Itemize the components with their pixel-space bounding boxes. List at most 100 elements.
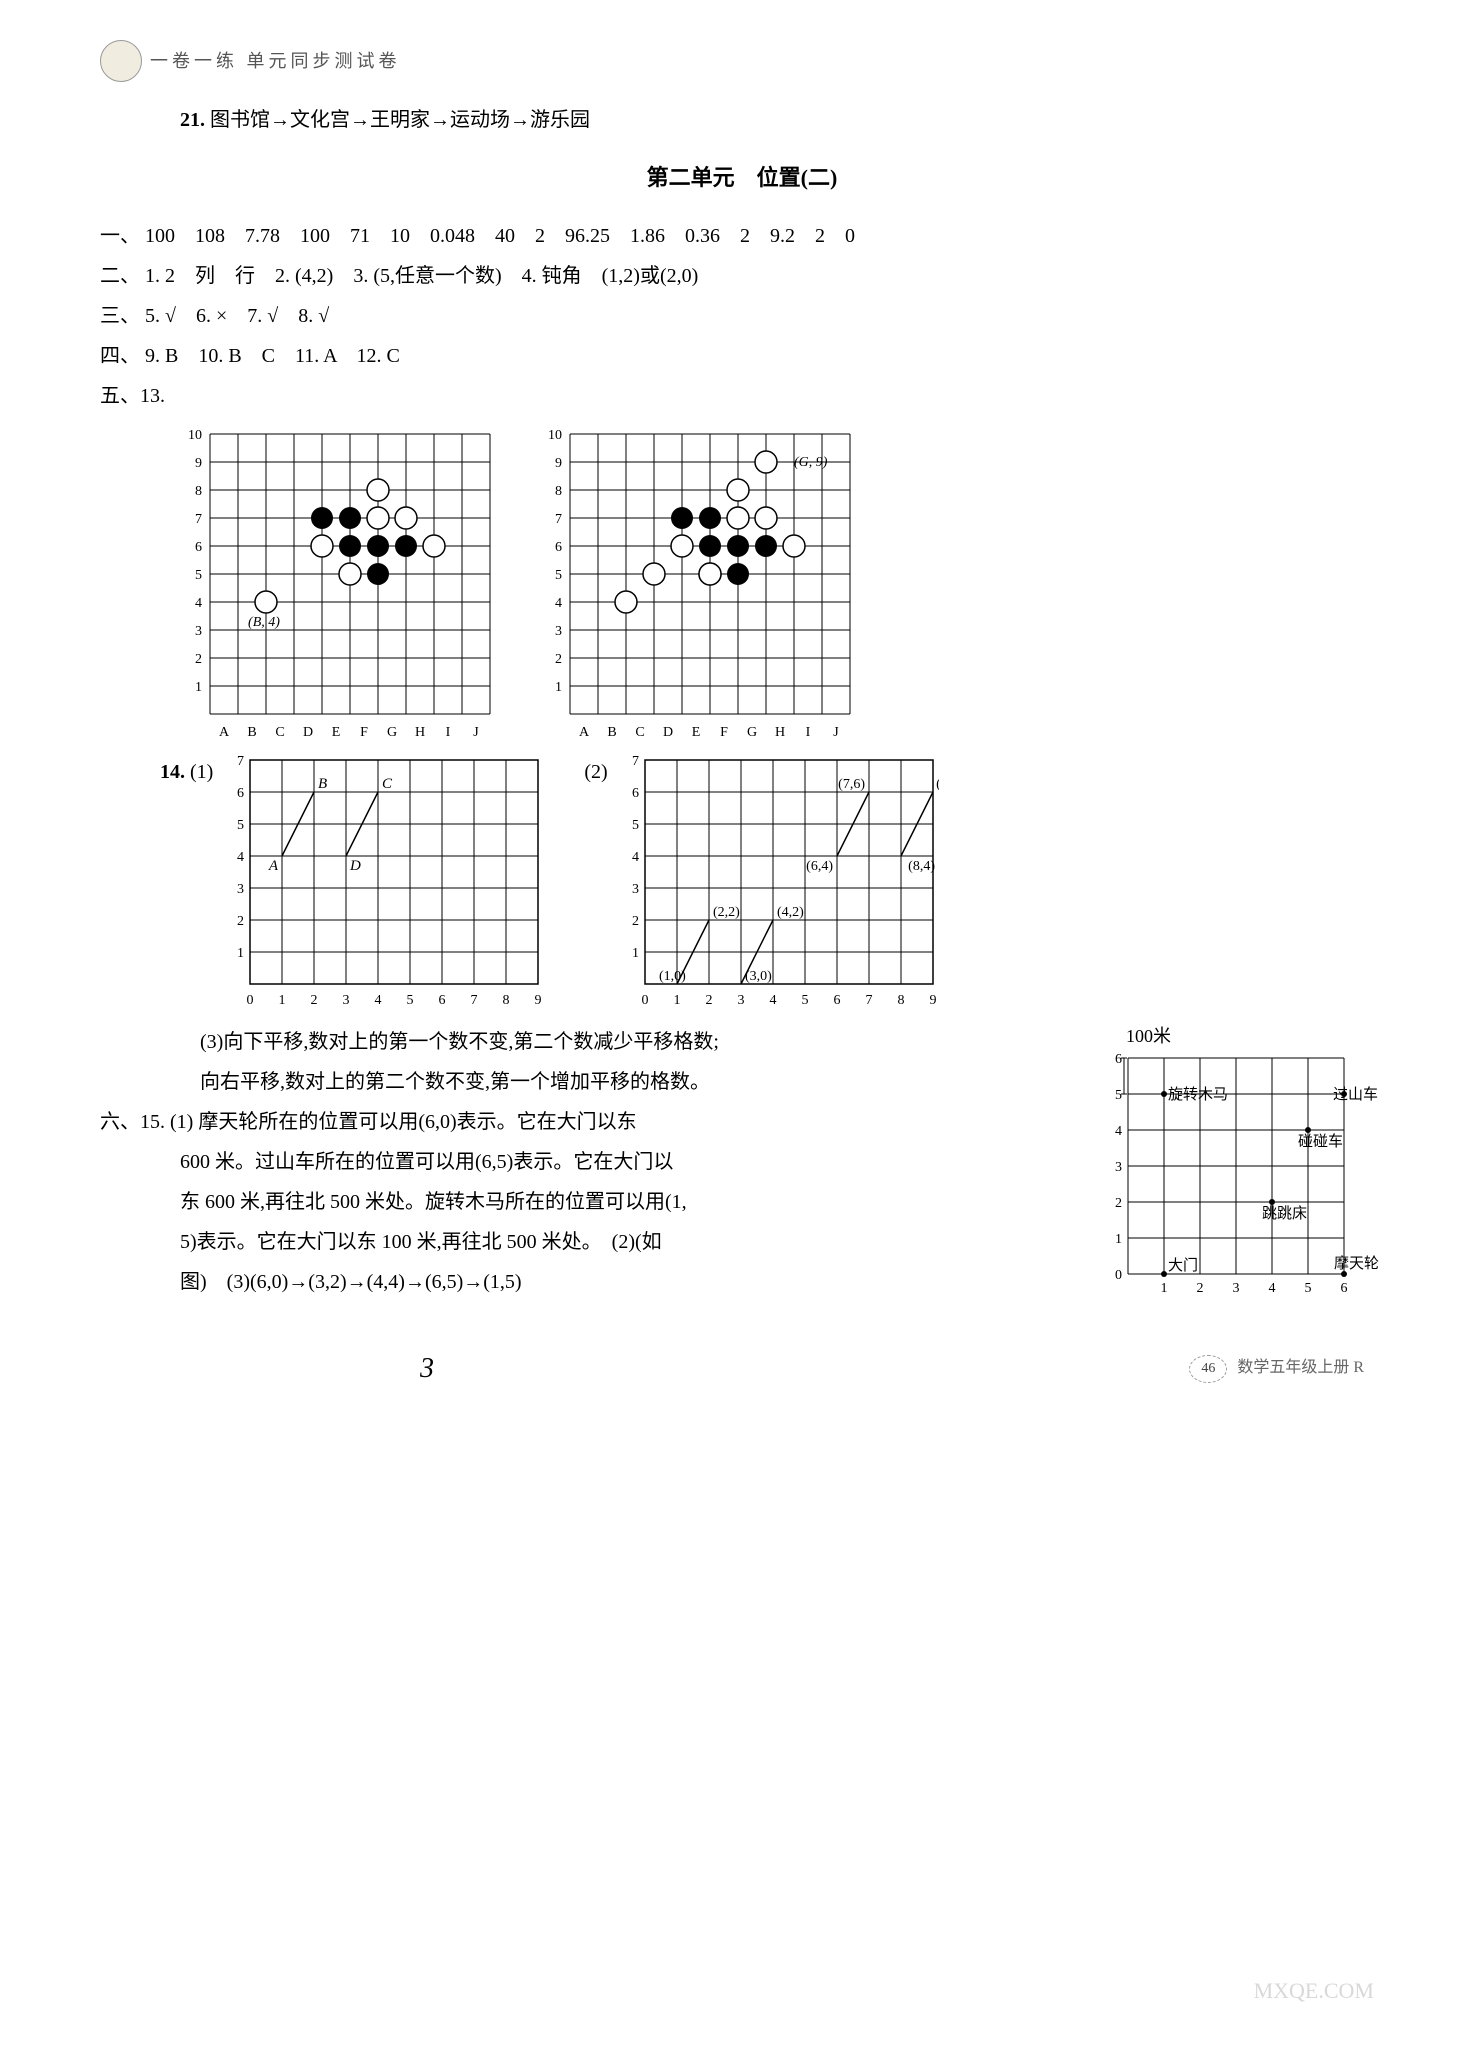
section-6: 六、15. (1) 摩天轮所在的位置可以用(6,0)表示。它在大门以东 (100, 1104, 1086, 1140)
svg-text:9: 9 (929, 993, 936, 1008)
svg-text:10: 10 (548, 428, 562, 443)
svg-text:D: D (663, 725, 673, 740)
svg-text:2: 2 (311, 993, 318, 1008)
svg-text:4: 4 (632, 850, 639, 865)
svg-text:1: 1 (673, 993, 680, 1008)
banner-a: 一卷一练 (150, 51, 238, 71)
svg-text:5: 5 (237, 818, 244, 833)
footer-right: 46 数学五年级上册 R (1189, 1354, 1364, 1383)
svg-text:7: 7 (555, 512, 562, 527)
section-3: 三、 5. √ 6. × 7. √ 8. √ (100, 298, 1384, 334)
section-5: 五、13. (100, 378, 1384, 414)
svg-text:8: 8 (195, 484, 202, 499)
svg-text:C: C (275, 725, 284, 740)
sec6-label: 六、15. (100, 1111, 170, 1133)
sec2-parts: 1. 2 列 行 2. (4,2) 3. (5,任意一个数) 4. 钝角 (1,… (145, 265, 698, 287)
svg-text:7: 7 (195, 512, 202, 527)
q14-label: 14. (1) (160, 754, 213, 790)
svg-text:1: 1 (1115, 1232, 1122, 1247)
svg-text:G: G (747, 725, 757, 740)
svg-text:1: 1 (1161, 1281, 1168, 1296)
svg-text:6: 6 (439, 993, 446, 1008)
svg-text:9: 9 (555, 456, 562, 471)
svg-text:2: 2 (1197, 1281, 1204, 1296)
svg-text:4: 4 (1115, 1124, 1122, 1139)
svg-text:3: 3 (737, 993, 744, 1008)
svg-text:(7,6): (7,6) (838, 777, 865, 792)
svg-text:(1,0): (1,0) (659, 969, 686, 984)
svg-text:4: 4 (1269, 1281, 1276, 1296)
svg-text:6: 6 (195, 540, 202, 555)
svg-text:1: 1 (195, 680, 202, 695)
svg-text:3: 3 (237, 882, 244, 897)
svg-text:2: 2 (237, 914, 244, 929)
svg-text:过山车: 过山车 (1333, 1086, 1378, 1103)
svg-text:3: 3 (343, 993, 350, 1008)
svg-text:9: 9 (195, 456, 202, 471)
svg-text:4: 4 (769, 993, 776, 1008)
svg-text:5: 5 (407, 993, 414, 1008)
q14-row: 14. (1) 01234567891234567ABCD (2) 012345… (160, 754, 1384, 1010)
footer-badge: 46 (1189, 1355, 1227, 1383)
sec6-t4: 5)表示。它在大门以东 100 米,再往北 500 米处。 (2)(如 (180, 1224, 1086, 1260)
svg-text:E: E (332, 725, 341, 740)
watermark: MXQE.COM (1254, 1971, 1374, 2011)
svg-text:10: 10 (188, 428, 202, 443)
q14-3a: (3)向下平移,数对上的第一个数不变,第二个数减少平移格数; (160, 1024, 1086, 1060)
question-21: 21. 图书馆→文化宫→王明家→运动场→游乐园 (180, 102, 1384, 138)
q14-right-wrap: (2) 01234567891234567(1,0)(2,2)(3,0)(4,2… (584, 754, 938, 1010)
svg-text:2: 2 (555, 652, 562, 667)
svg-text:4: 4 (375, 993, 382, 1008)
svg-text:0: 0 (247, 993, 254, 1008)
svg-text:J: J (473, 725, 479, 740)
sec4-label: 四、 (100, 345, 140, 367)
svg-text:7: 7 (632, 754, 639, 769)
page-number: 3 (420, 1344, 434, 1394)
svg-text:2: 2 (1115, 1196, 1122, 1211)
svg-text:9: 9 (535, 993, 542, 1008)
svg-text:7: 7 (471, 993, 478, 1008)
svg-text:J: J (833, 725, 839, 740)
svg-text:B: B (247, 725, 256, 740)
svg-text:D: D (303, 725, 313, 740)
svg-text:5: 5 (801, 993, 808, 1008)
svg-text:5: 5 (1305, 1281, 1312, 1296)
park-unit: 100米 (1126, 1020, 1384, 1052)
sec5-label: 五、13. (100, 385, 165, 407)
q21-text: 图书馆→文化宫→王明家→运动场→游乐园 (210, 109, 590, 131)
svg-text:(8,4): (8,4) (908, 859, 935, 874)
q14-sub2: (2) (584, 754, 607, 790)
svg-text:1: 1 (279, 993, 286, 1008)
svg-text:6: 6 (1115, 1052, 1122, 1067)
footer-text: 数学五年级上册 R (1237, 1354, 1364, 1383)
sec6-t3: 东 600 米,再往北 500 米处。旋转木马所在的位置可以用(1, (180, 1184, 1086, 1220)
section-2: 二、 1. 2 列 行 2. (4,2) 3. (5,任意一个数) 4. 钝角 … (100, 258, 1384, 294)
sec1-values: 100 108 7.78 100 71 10 0.048 40 2 96.25 … (145, 225, 855, 247)
svg-text:8: 8 (897, 993, 904, 1008)
svg-text:F: F (720, 725, 728, 740)
svg-text:6: 6 (632, 786, 639, 801)
q14-right-chart: 01234567891234567(1,0)(2,2)(3,0)(4,2)(6,… (619, 754, 939, 1010)
svg-text:摩天轮: 摩天轮 (1334, 1254, 1379, 1272)
svg-text:2: 2 (632, 914, 639, 929)
svg-text:H: H (415, 725, 425, 740)
svg-text:B: B (607, 725, 616, 740)
svg-text:大门: 大门 (1168, 1257, 1198, 1274)
svg-text:旋转木马: 旋转木马 (1168, 1086, 1228, 1103)
unit-title: 第二单元 位置(二) (100, 158, 1384, 198)
page-footer: 3 46 数学五年级上册 R (100, 1344, 1384, 1394)
sec6-t1: (1) 摩天轮所在的位置可以用(6,0)表示。它在大门以东 (170, 1111, 637, 1133)
svg-text:A: A (219, 725, 230, 740)
svg-text:1: 1 (237, 946, 244, 961)
svg-text:(G, 9): (G, 9) (794, 455, 828, 470)
svg-text:E: E (692, 725, 701, 740)
svg-text:A: A (268, 858, 279, 874)
page-header: 一卷一练 单元同步测试卷 (100, 40, 1384, 82)
svg-text:1: 1 (555, 680, 562, 695)
park-wrap: 100米 1234560123456旋转木马过山车碰碰车跳跳床大门摩天轮 (1106, 1020, 1384, 1296)
svg-text:5: 5 (1115, 1088, 1122, 1103)
sec6-t5: 图) (3)(6,0)→(3,2)→(4,4)→(6,5)→(1,5) (180, 1264, 1086, 1300)
svg-text:G: G (387, 725, 397, 740)
svg-text:F: F (360, 725, 368, 740)
svg-text:6: 6 (833, 993, 840, 1008)
